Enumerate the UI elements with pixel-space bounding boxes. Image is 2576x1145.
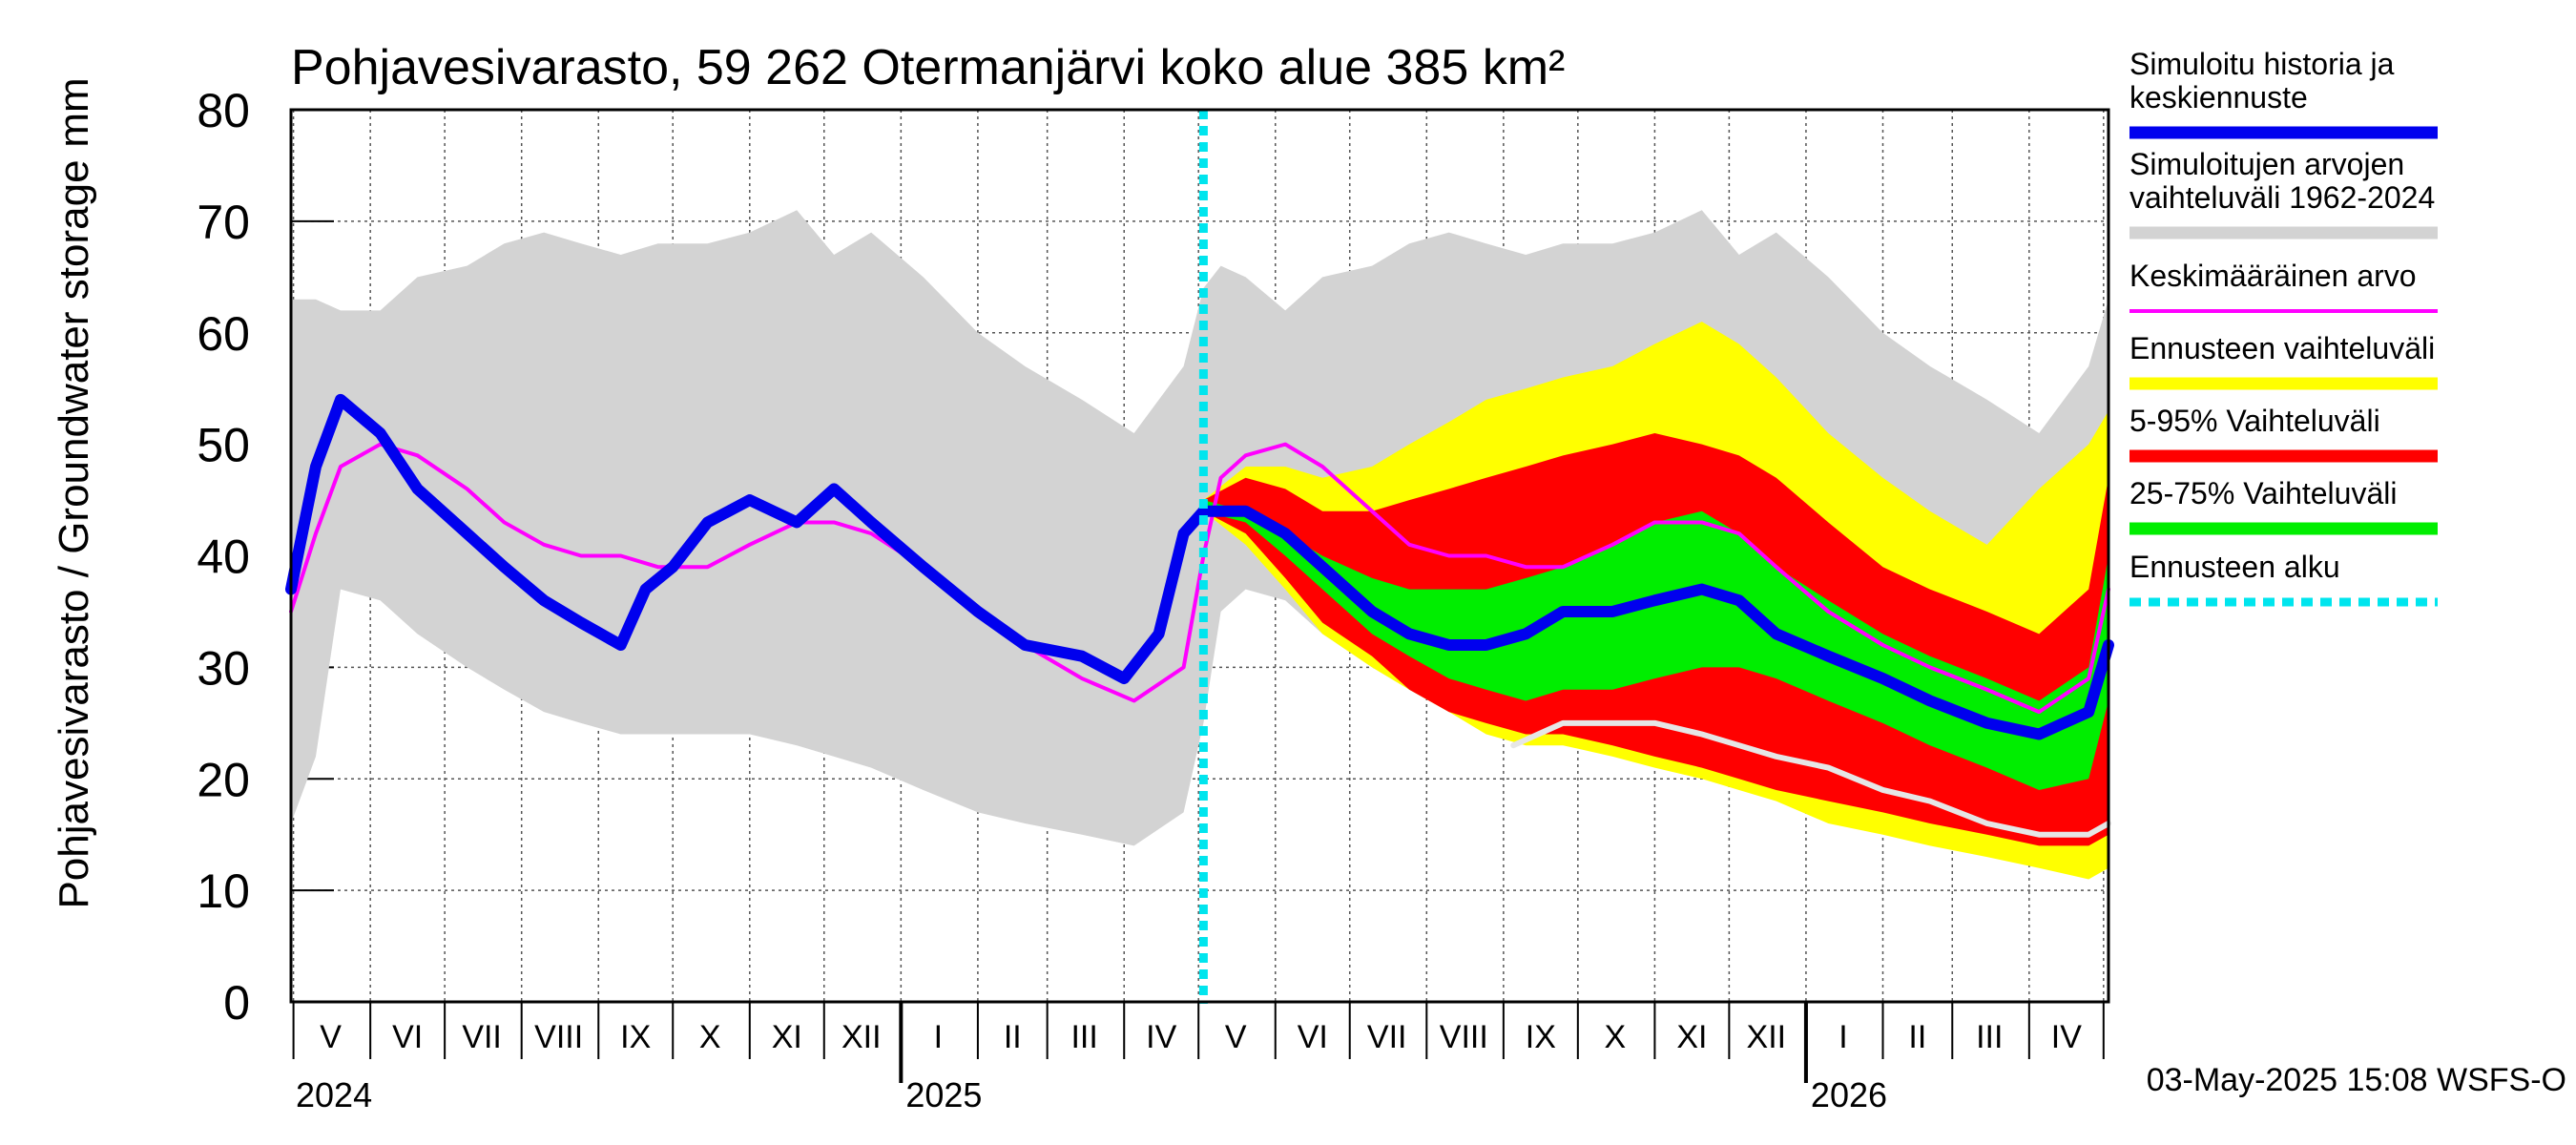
x-month-label: II — [1908, 1019, 1926, 1055]
plot-frame — [289, 108, 2110, 1004]
series-3-band — [1203, 500, 2109, 790]
x-month-label: VII — [1367, 1019, 1407, 1055]
legend-label: 5-95% Vaihteluväli — [2129, 404, 2380, 438]
x-year-label: 2026 — [1811, 1075, 1887, 1114]
x-month-label: III — [1070, 1019, 1097, 1055]
legend-label: keskiennuste — [2129, 80, 2308, 114]
x-month-label: VII — [462, 1019, 502, 1055]
x-month-label: IV — [2051, 1019, 2082, 1055]
x-month-label: XII — [841, 1019, 882, 1055]
y-axis-label: Pohjavesivarasto / Groundwater storage — [51, 159, 97, 908]
legend-label: 25-75% Vaihteluväli — [2129, 476, 2397, 510]
y-tick-label: 50 — [197, 419, 250, 472]
x-month-label: IX — [1526, 1019, 1556, 1055]
series-5-line — [285, 393, 2114, 740]
legend-label: Keskimääräinen arvo — [2129, 259, 2417, 293]
x-month-label: I — [934, 1019, 943, 1055]
x-month-label: III — [1976, 1019, 2003, 1055]
y-tick-label: 20 — [197, 753, 250, 806]
x-month-label: V — [1225, 1019, 1247, 1055]
x-month-label: XII — [1747, 1019, 1787, 1055]
x-month-label: II — [1004, 1019, 1022, 1055]
legend-label: Ennusteen vaihteluväli — [2129, 331, 2435, 365]
x-month-label: VIII — [1440, 1019, 1488, 1055]
y-tick-label: 0 — [223, 976, 250, 1030]
y-tick-label: 40 — [197, 531, 250, 584]
x-year-label: 2025 — [905, 1075, 982, 1114]
series-6-line — [1510, 719, 2111, 838]
x-month-label: IX — [620, 1019, 651, 1055]
legend-label: Ennusteen alku — [2129, 550, 2340, 584]
y-tick-label: 70 — [197, 196, 250, 249]
legend-label: Simuloitu historia ja — [2129, 47, 2395, 81]
y-tick-label: 10 — [197, 864, 250, 918]
footer-timestamp: 03-May-2025 15:08 WSFS-O — [2147, 1062, 2566, 1098]
y-tick-label: 60 — [197, 307, 250, 361]
x-month-label: VI — [1298, 1019, 1328, 1055]
x-month-label: X — [1604, 1019, 1626, 1055]
x-month-label: VI — [392, 1019, 423, 1055]
y-axis-unit: mm — [51, 77, 97, 147]
y-tick-label: 80 — [197, 84, 250, 137]
x-month-label: IV — [1146, 1019, 1176, 1055]
x-month-label: VIII — [534, 1019, 583, 1055]
chart-title: Pohjavesivarasto, 59 262 Otermanjärvi ko… — [291, 40, 1565, 95]
x-month-label: XI — [1676, 1019, 1707, 1055]
x-month-label: X — [699, 1019, 721, 1055]
x-month-label: V — [320, 1019, 342, 1055]
x-year-label: 2024 — [296, 1075, 372, 1114]
legend-label: Simuloitujen arvojen — [2129, 147, 2404, 181]
legend-label: vaihteluväli 1962-2024 — [2129, 180, 2435, 215]
y-tick-label: 30 — [197, 641, 250, 695]
x-month-label: I — [1839, 1019, 1847, 1055]
x-month-label: XI — [772, 1019, 802, 1055]
